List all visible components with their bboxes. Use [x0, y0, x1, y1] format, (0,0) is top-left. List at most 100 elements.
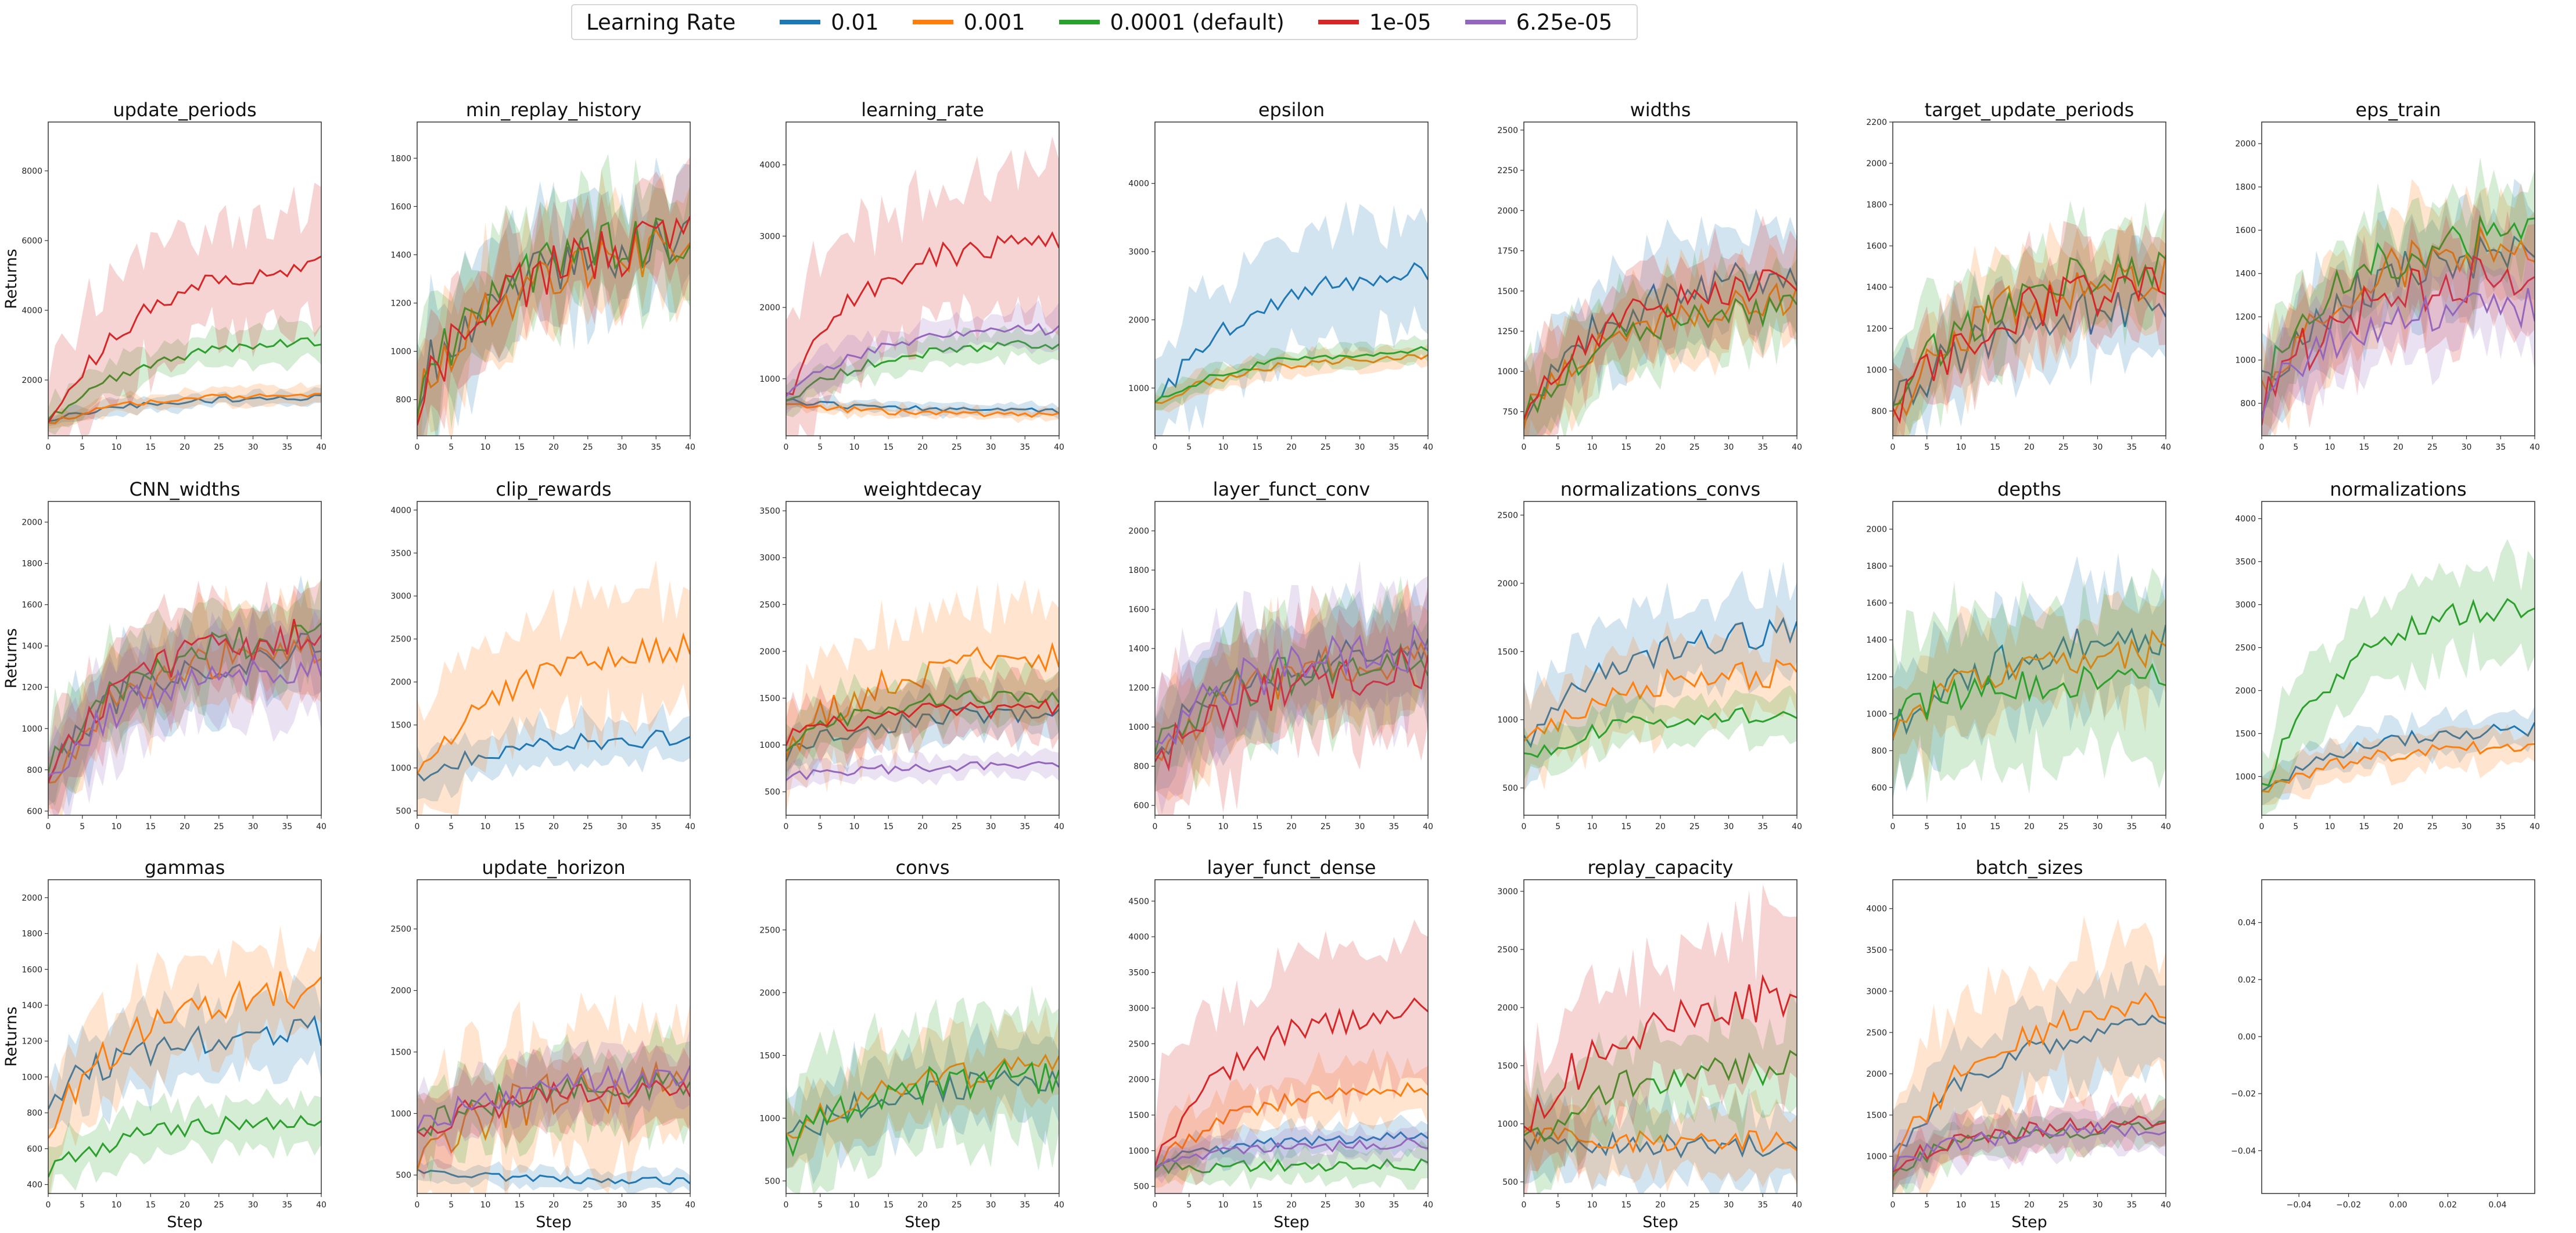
y-tick-label: 600 — [1871, 783, 1887, 793]
x-tick-label: 25 — [1321, 822, 1331, 831]
legend-swatch — [912, 20, 953, 24]
x-tick-label: 30 — [1355, 822, 1365, 831]
x-tick-label: 30 — [986, 822, 996, 831]
band-0.001 — [48, 579, 321, 815]
band-0.0001 (default) — [48, 315, 321, 435]
line-1e-05 — [2262, 255, 2535, 425]
y-tick-label: 1400 — [2235, 270, 2256, 279]
line-0.001 — [1893, 991, 2166, 1181]
y-tick-label: 2000 — [2235, 686, 2256, 696]
line-0.0001 (default) — [1155, 1158, 1428, 1175]
x-tick-label: 5 — [449, 1200, 454, 1210]
y-tick-label: 800 — [1871, 747, 1887, 756]
x-tick-label: 10 — [112, 443, 122, 452]
y-tick-label: 1000 — [1497, 1120, 1518, 1129]
x-tick-label: 25 — [2427, 443, 2438, 452]
band-0.001 — [417, 169, 690, 436]
series-group — [2262, 539, 2535, 815]
y-tick-label: 800 — [27, 766, 42, 775]
x-tick-label: 0.02 — [2439, 1200, 2457, 1210]
y-tick-label: 1000 — [1128, 723, 1149, 732]
x-tick-label: 40 — [2530, 822, 2540, 831]
x-tick-label: 0 — [1153, 822, 1158, 831]
band-6.25e-05 — [1155, 1124, 1428, 1184]
y-tick-label: 1000 — [759, 1114, 780, 1123]
y-tick-label: 1500 — [390, 1048, 411, 1057]
x-tick-label: 25 — [2058, 443, 2069, 452]
subplot-title: normalizations — [2330, 478, 2466, 500]
x-tick-label: 15 — [883, 1200, 894, 1210]
subplot-CNN_widths: CNN_widths 600 800 1000 1200 1400 1600 1800 2000… — [2, 478, 327, 831]
x-tick-label: 40 — [1792, 443, 1802, 452]
y-tick-label: 1500 — [759, 1051, 780, 1060]
line-0.001 — [1893, 629, 2166, 740]
band-0.0001 (default) — [417, 153, 690, 436]
line-0.001 — [417, 228, 690, 424]
x-tick-label: 0.04 — [2488, 1200, 2506, 1210]
y-tick-label: 4000 — [2235, 515, 2256, 524]
series-group — [1524, 561, 1797, 797]
x-tick-label: 10 — [1956, 822, 1967, 831]
subplot-title: widths — [1630, 99, 1691, 121]
x-tick-label: 15 — [145, 822, 156, 831]
series-group — [1893, 200, 2166, 436]
y-tick-label: 2000 — [21, 376, 42, 385]
x-tick-label: 35 — [1757, 443, 1768, 452]
line-0.001 — [48, 634, 321, 784]
y-tick-label: 1600 — [21, 965, 42, 974]
legend-item-0.001: 0.001 — [912, 10, 1025, 35]
x-tick-label: 20 — [548, 822, 559, 831]
band-1e-05 — [2262, 203, 2535, 436]
line-0.01 — [417, 1169, 690, 1186]
line-0.001 — [48, 971, 321, 1139]
x-axis-label: Step — [167, 1213, 202, 1231]
x-tick-label: 40 — [2161, 822, 2171, 831]
y-tick-label: 1200 — [21, 1037, 42, 1046]
band-0.001 — [1155, 1048, 1428, 1188]
subplot-convs: convs 500 1000 1500 2000 2500 0 5 10 15 20 25 30 35 40… — [759, 856, 1064, 1231]
subplot-title: depths — [1997, 478, 2061, 500]
x-tick-label: 15 — [1252, 443, 1262, 452]
line-6.25e-05 — [48, 651, 321, 776]
y-tick-label: 0.00 — [2238, 1033, 2256, 1042]
y-tick-label: 1800 — [1128, 566, 1149, 575]
subplot-title: clip_rewards — [496, 478, 611, 500]
y-tick-label: 750 — [1502, 407, 1518, 417]
y-tick-label: 1000 — [21, 1073, 42, 1082]
x-tick-label: 25 — [583, 1200, 593, 1210]
y-tick-label: 4000 — [1128, 933, 1149, 942]
x-tick-label: 15 — [514, 1200, 525, 1210]
line-1e-05 — [1893, 267, 2166, 424]
subplot-eps_train: eps_train 800 1000 1200 1400 1600 1800 2000 0 5 10… — [2235, 99, 2540, 452]
series-group — [48, 182, 321, 436]
y-tick-label: 1800 — [390, 154, 411, 163]
band-0.01 — [1524, 1087, 1797, 1193]
x-tick-label: 0 — [46, 822, 51, 831]
line-1e-05 — [417, 216, 690, 426]
line-1e-05 — [1524, 269, 1797, 420]
legend-item-0.01: 0.01 — [780, 10, 879, 35]
band-0.01 — [417, 1159, 690, 1193]
band-1e-05 — [1155, 919, 1428, 1193]
line-6.25e-05 — [417, 1064, 690, 1131]
y-tick-label: 1000 — [390, 764, 411, 773]
legend-label: 1e-05 — [1369, 9, 1431, 35]
x-tick-label: 5 — [1186, 822, 1192, 831]
x-tick-label: 30 — [2093, 443, 2103, 452]
x-tick-label: 25 — [952, 1200, 962, 1210]
line-6.25e-05 — [1893, 1121, 2166, 1171]
y-tick-label: 1400 — [1866, 283, 1887, 292]
x-tick-label: 40 — [2530, 443, 2540, 452]
x-tick-label: 5 — [1924, 1200, 1929, 1210]
y-tick-label: 1000 — [1866, 365, 1887, 375]
y-tick-label: 1000 — [759, 741, 780, 750]
subplot-layer_funct_dense: layer_funct_dense 500 1000 1500 2000 2500 3000… — [1128, 856, 1433, 1231]
y-tick-label: 500 — [396, 807, 411, 816]
y-tick-label: 1000 — [1497, 367, 1518, 377]
x-tick-label: 25 — [214, 822, 224, 831]
x-tick-label: 15 — [514, 822, 525, 831]
x-tick-label: 35 — [282, 822, 292, 831]
x-tick-label: 30 — [248, 1200, 259, 1210]
x-tick-label: 35 — [1020, 443, 1030, 452]
x-tick-label: 30 — [2462, 822, 2472, 831]
